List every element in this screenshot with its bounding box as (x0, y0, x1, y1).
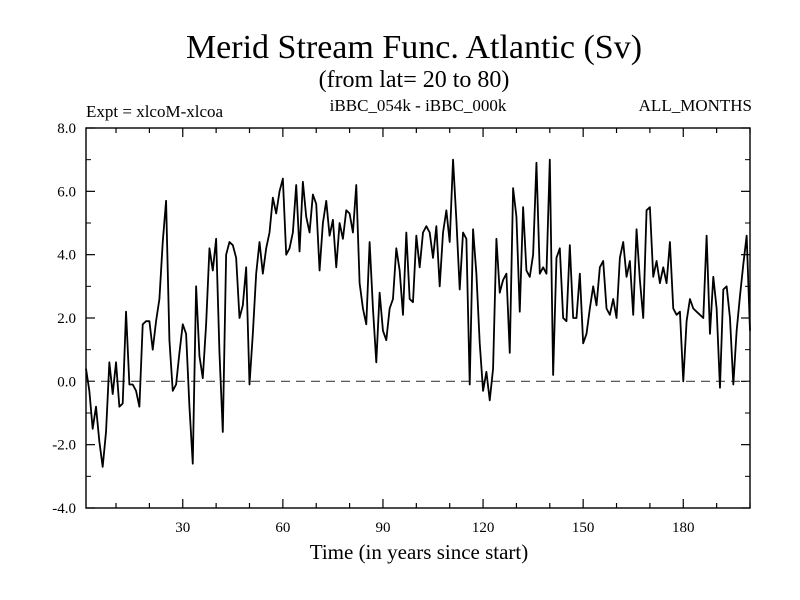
x-tick-label: 60 (275, 520, 290, 536)
x-tick-label: 30 (175, 520, 190, 536)
series-label: iBBC_054k - iBBC_000k (330, 96, 507, 115)
chart-title: Merid Stream Func. Atlantic (Sv) (186, 29, 642, 66)
y-tick-label: 6.0 (57, 184, 76, 200)
y-tick-label: 0.0 (57, 374, 76, 390)
x-tick-label: 180 (672, 520, 695, 536)
y-tick-label: -4.0 (52, 501, 76, 517)
y-tick-label: -2.0 (52, 438, 76, 454)
x-tick-label: 150 (572, 520, 595, 536)
x-tick-label: 120 (472, 520, 495, 536)
y-tick-label: 2.0 (57, 311, 76, 327)
months-label: ALL_MONTHS (639, 96, 752, 115)
x-tick-label: 90 (375, 520, 390, 536)
y-tick-label: 8.0 (57, 121, 76, 137)
chart-subtitle: (from lat= 20 to 80) (319, 67, 510, 93)
x-axis: 30 60 90 120 150 180 (115, 128, 751, 536)
y-tick-label: 4.0 (57, 248, 76, 264)
plot-frame (85, 127, 751, 509)
x-axis-label: Time (in years since start) (310, 540, 529, 564)
series-line (85, 158, 751, 468)
experiment-label: Expt = xlcoM-xlcoa (86, 102, 224, 121)
